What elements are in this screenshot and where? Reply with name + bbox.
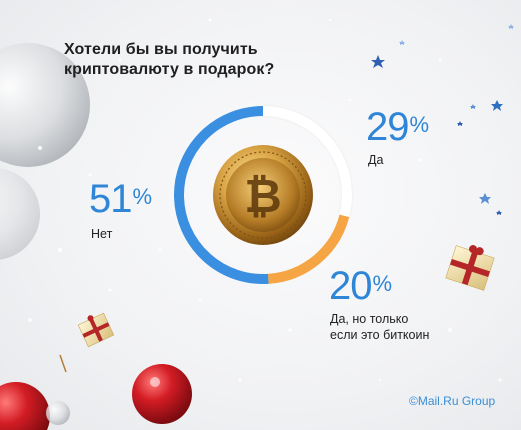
da-percent-value: 29 [366, 105, 409, 149]
bitcoin-label-line-2: если это биткоин [330, 328, 430, 342]
net-percent-sign: % [132, 184, 153, 209]
da-label: Да [368, 153, 384, 167]
bitcoin-percent: 20% [329, 264, 393, 308]
snow-icon [28, 18, 502, 382]
copyright: ©Mail.Ru Group [409, 394, 496, 408]
da-percent-sign: % [409, 112, 430, 137]
net-label: Нет [91, 227, 113, 241]
donut-slice-net [174, 106, 269, 284]
title-line-2: криптовалюту в подарок? [64, 61, 275, 78]
bitcoin-percent-sign: % [372, 271, 393, 296]
red-ornament-icon [0, 354, 192, 430]
gift-box-icon [77, 245, 495, 348]
svg-text:₿: ₿ [244, 170, 282, 222]
title-line-1: Хотели бы вы получить [64, 41, 258, 58]
silver-ornament-icon [0, 43, 90, 260]
net-percent: 51% [89, 177, 153, 221]
page-title: Хотели бы вы получить криптовалюту в под… [64, 40, 364, 80]
net-percent-value: 51 [89, 177, 132, 221]
bitcoin-coin-icon: ₿ [213, 145, 313, 245]
donut-slice-bitcoin [267, 214, 350, 284]
bitcoin-label-line-1: Да, но только [330, 312, 409, 326]
donut-slices [174, 106, 352, 284]
star-icon [371, 24, 514, 215]
donut-slice-da [262, 106, 352, 218]
bitcoin-percent-value: 20 [329, 264, 372, 308]
da-percent: 29% [366, 105, 430, 149]
bitcoin-label: Да, но только если это биткоин [330, 311, 429, 343]
